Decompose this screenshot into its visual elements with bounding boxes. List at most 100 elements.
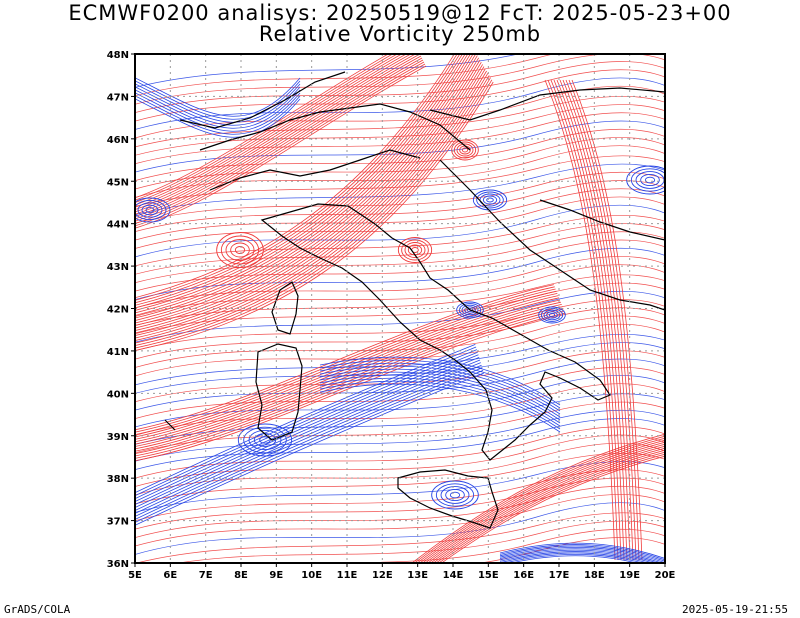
vorticity-contour-line — [135, 54, 556, 97]
longitude-label: 12E — [372, 570, 393, 581]
negative-vorticity-center — [466, 307, 474, 313]
latitude-label: 40N — [107, 389, 129, 400]
latitude-label: 36N — [107, 559, 129, 570]
negative-vorticity-center — [445, 488, 465, 502]
vorticity-contour-line — [135, 231, 665, 284]
negative-vorticity-center — [482, 195, 498, 205]
vorticity-contour-line — [135, 69, 665, 122]
positive-vorticity-band — [135, 310, 565, 459]
negative-vorticity-band — [135, 372, 485, 526]
positive-vorticity-band — [135, 54, 469, 311]
sardinia-coastline — [255, 343, 303, 441]
positive-vorticity-band — [135, 54, 463, 306]
positive-vorticity-band — [135, 54, 455, 299]
negative-vorticity-band — [135, 359, 481, 511]
positive-vorticity-band — [135, 301, 561, 450]
positive-vorticity-band — [135, 54, 474, 316]
vorticity-contour-line — [135, 239, 665, 292]
positive-vorticity-band — [135, 293, 558, 440]
vorticity-contour-line — [135, 350, 665, 403]
negative-vorticity-band — [509, 555, 639, 563]
vorticity-contour-line — [135, 461, 665, 513]
negative-vorticity-band — [499, 549, 659, 563]
negative-vorticity-band — [319, 371, 561, 421]
vorticity-contour-line — [135, 247, 665, 301]
negative-vorticity-center — [472, 189, 508, 211]
vorticity-contour-line — [135, 282, 665, 335]
negative-vorticity-center — [449, 491, 461, 499]
negative-vorticity-band — [135, 77, 301, 117]
vorticity-contour-line — [135, 256, 665, 309]
negative-vorticity-center — [259, 436, 271, 444]
longitude-label: 10E — [301, 570, 322, 581]
positive-vorticity-center — [461, 147, 469, 153]
negative-vorticity-band — [319, 377, 561, 427]
vorticity-contour-line — [135, 264, 665, 317]
negative-vorticity-band — [135, 95, 301, 135]
longitude-label: 8E — [234, 570, 248, 581]
map-title: ECMWF0200 analisys: 20250519@12 FcT: 202… — [68, 1, 732, 25]
vorticity-contour-line — [135, 453, 665, 505]
negative-vorticity-band — [135, 83, 301, 123]
negative-vorticity-center — [431, 480, 479, 510]
latitude-label: 43N — [107, 262, 129, 273]
vorticity-contour-line — [135, 77, 665, 131]
negative-vorticity-center — [248, 429, 282, 451]
negative-vorticity-center — [540, 308, 564, 322]
longitude-label: 5E — [128, 570, 142, 581]
positive-vorticity-center — [397, 237, 433, 263]
map-subtitle: Relative Vorticity 250mb — [258, 22, 542, 46]
negative-vorticity-band — [319, 365, 561, 415]
positive-vorticity-band — [135, 290, 557, 438]
negative-vorticity-band — [135, 362, 481, 514]
positive-vorticity-band — [135, 72, 489, 341]
negative-vorticity-center — [626, 165, 665, 195]
positive-vorticity-band — [135, 54, 398, 203]
longitude-label: 7E — [199, 570, 213, 581]
longitude-label: 15E — [478, 570, 499, 581]
latitude-label: 44N — [107, 220, 129, 231]
positive-vorticity-band — [135, 54, 471, 314]
vorticity-contour-line — [135, 96, 665, 148]
positive-vorticity-band — [135, 68, 486, 336]
positive-vorticity-band — [571, 79, 643, 561]
vorticity-contour-line — [135, 120, 665, 173]
positive-vorticity-center — [216, 232, 264, 268]
latitude-label: 45N — [107, 177, 129, 188]
negative-vorticity-center — [538, 306, 566, 324]
negative-vorticity-center — [461, 304, 479, 316]
vorticity-contour-line — [135, 358, 665, 411]
positive-vorticity-band — [135, 81, 494, 351]
latitude-label: 38N — [107, 474, 129, 485]
negative-vorticity-center — [476, 191, 504, 209]
positive-vorticity-band — [135, 288, 556, 435]
positive-vorticity-center — [230, 242, 250, 258]
positive-vorticity-band — [135, 286, 555, 433]
positive-vorticity-band — [135, 77, 491, 346]
negative-vorticity-band — [319, 362, 561, 412]
negative-vorticity-center — [458, 303, 482, 317]
vorticity-contour-line — [135, 204, 665, 258]
positive-vorticity-band — [427, 445, 665, 563]
negative-vorticity-band — [319, 380, 561, 430]
negative-vorticity-center — [640, 173, 660, 187]
vorticity-contour-line — [135, 477, 665, 530]
latitude-label: 46N — [107, 135, 129, 146]
vorticity-contour-line — [135, 188, 665, 241]
negative-vorticity-band — [135, 86, 301, 126]
positive-vorticity-center — [401, 239, 429, 261]
negative-vorticity-band — [135, 354, 479, 506]
vorticity-contours — [135, 54, 665, 563]
positive-vorticity-band — [547, 79, 619, 561]
latitude-label: 48N — [107, 50, 129, 61]
positive-vorticity-band — [135, 59, 481, 326]
vorticity-contour-line — [135, 145, 665, 198]
vorticity-contour-line — [135, 299, 665, 352]
positive-vorticity-center — [459, 145, 471, 155]
negative-vorticity-band — [503, 553, 645, 563]
positive-vorticity-band — [135, 54, 394, 201]
negative-vorticity-center — [486, 197, 494, 203]
negative-vorticity-band — [319, 359, 561, 409]
vorticity-contour-line — [292, 528, 665, 563]
negative-vorticity-band — [135, 346, 477, 497]
